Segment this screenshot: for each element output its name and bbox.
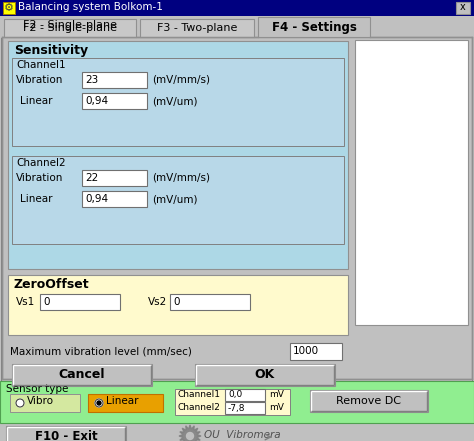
Bar — [0, 423, 474, 441]
Bar — [12, 156, 344, 244]
Bar — [12, 364, 152, 386]
Bar — [225, 402, 265, 414]
Text: mV: mV — [269, 403, 284, 412]
Text: 0,0: 0,0 — [228, 390, 242, 400]
Text: 0: 0 — [43, 297, 49, 307]
Bar — [0, 0, 474, 16]
Text: 0,94: 0,94 — [85, 96, 108, 106]
Text: 1000: 1000 — [293, 347, 319, 356]
Text: OU  Vibromera: OU Vibromera — [204, 430, 281, 440]
Bar — [82, 72, 147, 88]
Bar — [82, 170, 147, 186]
Text: Vibration: Vibration — [16, 75, 64, 85]
Bar — [4, 19, 136, 37]
Text: Sensor type: Sensor type — [6, 384, 68, 394]
Circle shape — [16, 399, 24, 407]
Bar — [88, 394, 163, 412]
Text: F3 - Two-plane: F3 - Two-plane — [157, 23, 237, 33]
Text: Vs1: Vs1 — [16, 297, 35, 307]
Bar — [258, 17, 370, 37]
Polygon shape — [179, 425, 201, 441]
Text: (mV/mm/s): (mV/mm/s) — [152, 173, 210, 183]
Bar — [2, 37, 472, 379]
Text: Maximum vibration level (mm/sec): Maximum vibration level (mm/sec) — [10, 346, 192, 356]
Text: (mV/um): (mV/um) — [152, 194, 198, 204]
Text: -7,8: -7,8 — [228, 404, 246, 412]
Bar — [0, 16, 474, 38]
Bar — [225, 389, 265, 401]
Text: F10 - Exit: F10 - Exit — [35, 430, 97, 441]
Bar — [8, 275, 348, 335]
Bar — [456, 2, 470, 14]
Bar — [10, 394, 80, 412]
Text: ⚙: ⚙ — [4, 3, 14, 13]
Bar — [310, 390, 428, 412]
Text: OK: OK — [255, 369, 275, 381]
Text: Sensitivity: Sensitivity — [14, 44, 88, 57]
Bar — [3, 2, 15, 14]
Text: F2 - Single-plane: F2 - Single-plane — [23, 23, 117, 33]
Text: Linear: Linear — [106, 396, 138, 406]
Bar — [12, 58, 344, 146]
Text: F2 - Single-plane: F2 - Single-plane — [23, 20, 117, 30]
Text: Vs2: Vs2 — [148, 297, 167, 307]
Text: Linear: Linear — [20, 194, 53, 204]
Text: Linear: Linear — [20, 96, 53, 106]
Text: F4 - Settings: F4 - Settings — [272, 20, 356, 34]
Text: x: x — [460, 2, 466, 12]
Bar — [40, 294, 120, 310]
Text: ZeroOffset: ZeroOffset — [14, 278, 90, 291]
Bar — [355, 40, 468, 325]
Text: Cancel: Cancel — [59, 369, 105, 381]
Text: (mV/mm/s): (mV/mm/s) — [152, 75, 210, 85]
Bar — [195, 364, 335, 386]
Text: Remove DC: Remove DC — [337, 396, 401, 406]
Text: (mV/um): (mV/um) — [152, 96, 198, 106]
Text: Channel1: Channel1 — [16, 60, 65, 70]
Bar — [290, 343, 342, 360]
Text: mV: mV — [269, 390, 284, 399]
Text: 0: 0 — [173, 297, 180, 307]
Text: Channel1: Channel1 — [178, 390, 221, 399]
Bar — [170, 294, 250, 310]
Bar — [82, 191, 147, 207]
Bar — [8, 41, 348, 269]
Bar — [0, 381, 474, 423]
Text: Channel2: Channel2 — [16, 158, 65, 168]
Text: Vibration: Vibration — [16, 173, 64, 183]
Circle shape — [95, 399, 103, 407]
Text: 23: 23 — [85, 75, 98, 85]
Bar — [6, 426, 126, 441]
Bar — [82, 93, 147, 109]
Text: 22: 22 — [85, 173, 98, 183]
Text: Channel2: Channel2 — [178, 403, 221, 412]
Text: Vibro: Vibro — [27, 396, 54, 406]
Bar — [175, 389, 290, 415]
Text: 0,94: 0,94 — [85, 194, 108, 204]
Circle shape — [97, 401, 101, 405]
Circle shape — [186, 433, 193, 440]
Bar — [140, 19, 254, 37]
Text: Balancing system Bolkom-1: Balancing system Bolkom-1 — [18, 2, 163, 12]
